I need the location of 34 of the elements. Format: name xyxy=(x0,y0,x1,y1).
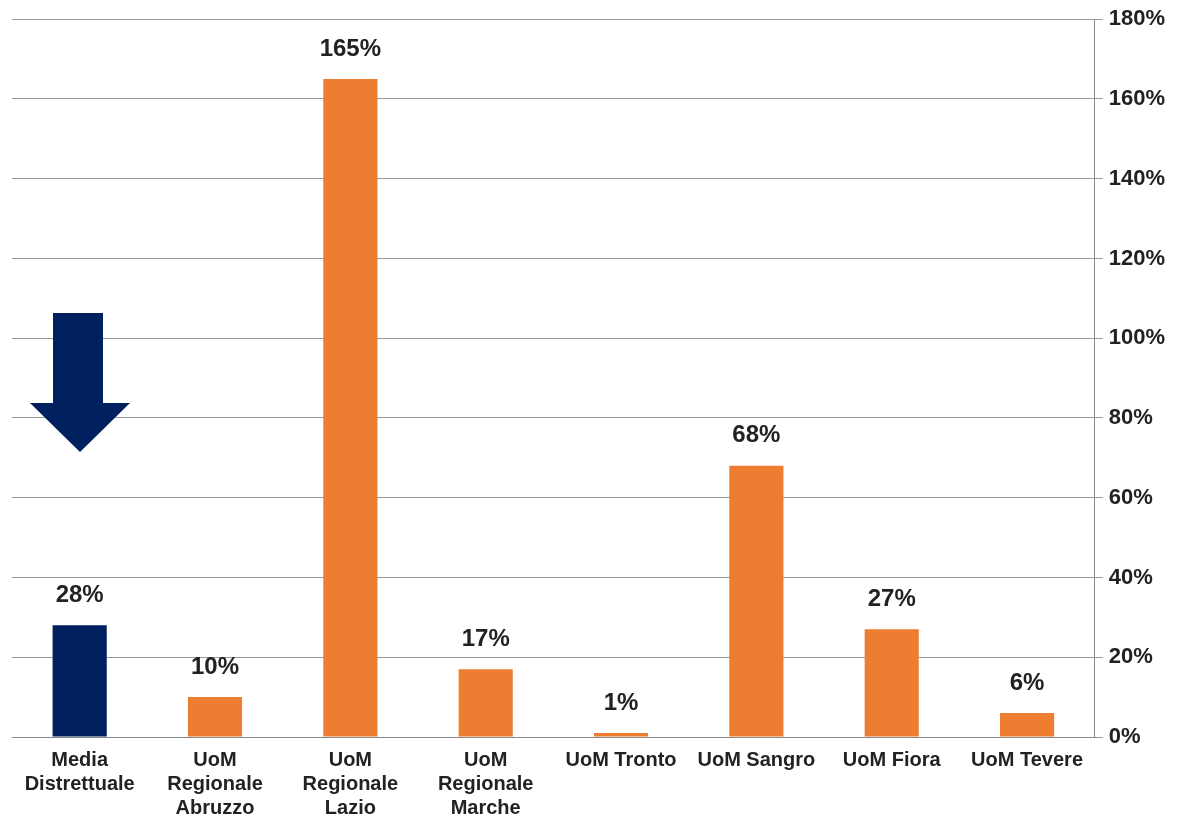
x-tick-label: UoM Tevere xyxy=(971,747,1084,770)
data-label: 6% xyxy=(1009,667,1045,695)
y-tick-label: 20% xyxy=(1108,643,1153,669)
y-tick-label: 0% xyxy=(1108,723,1141,749)
x-tick-label: UoM Regionale Marche xyxy=(437,747,534,818)
x-tick-label: UoM Regionale Abruzzo xyxy=(167,747,263,818)
bar xyxy=(864,629,919,737)
x-tick-label: Media Distrettuale xyxy=(24,747,135,794)
bar xyxy=(52,625,107,737)
data-label: 68% xyxy=(732,420,781,448)
y-tick-label: 80% xyxy=(1108,404,1153,430)
data-label: 28% xyxy=(55,579,104,607)
y-tick-label: 40% xyxy=(1108,563,1153,589)
bar xyxy=(729,465,784,737)
y-tick-label: 140% xyxy=(1108,164,1166,190)
data-label: 165% xyxy=(319,33,382,61)
bar xyxy=(323,79,378,737)
bar xyxy=(999,713,1055,737)
y-tick-label: 180% xyxy=(1108,5,1166,31)
y-tick-label: 120% xyxy=(1108,244,1166,270)
y-tick-label: 100% xyxy=(1108,324,1166,350)
x-tick-label: UoM Regionale Lazio xyxy=(302,747,399,818)
x-tick-label: UoM Sangro xyxy=(697,747,816,770)
data-label: 10% xyxy=(190,651,240,679)
x-tick-label: UoM Tronto xyxy=(565,747,677,770)
bar xyxy=(593,733,649,737)
data-label: 27% xyxy=(867,583,916,611)
y-tick-label: 160% xyxy=(1108,85,1166,111)
y-tick-label: 60% xyxy=(1108,483,1153,509)
data-label: 17% xyxy=(461,623,510,651)
data-label: 1% xyxy=(603,687,639,715)
bar xyxy=(458,669,513,737)
bar xyxy=(187,697,243,737)
x-tick-label: UoM Fiora xyxy=(842,747,942,770)
